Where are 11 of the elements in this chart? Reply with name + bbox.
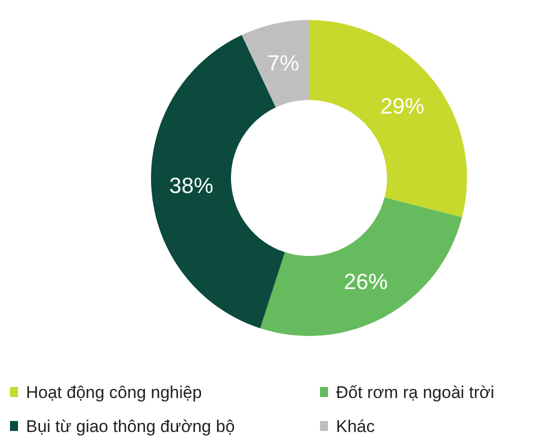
donut-slice bbox=[309, 20, 467, 218]
legend-label: Đốt rơm rạ ngoài trời bbox=[336, 382, 494, 402]
data-label: 29% bbox=[380, 93, 424, 118]
legend-label: Khác bbox=[336, 416, 376, 436]
data-label: 26% bbox=[344, 269, 388, 294]
legend-label: Hoạt động công nghiệp bbox=[26, 382, 202, 402]
donut-slice bbox=[260, 197, 462, 336]
legend-label: Bụi từ giao thông đường bộ bbox=[26, 416, 235, 436]
data-label: 7% bbox=[267, 50, 300, 76]
donut-slice bbox=[242, 20, 309, 108]
data-label: 38% bbox=[169, 173, 214, 198]
